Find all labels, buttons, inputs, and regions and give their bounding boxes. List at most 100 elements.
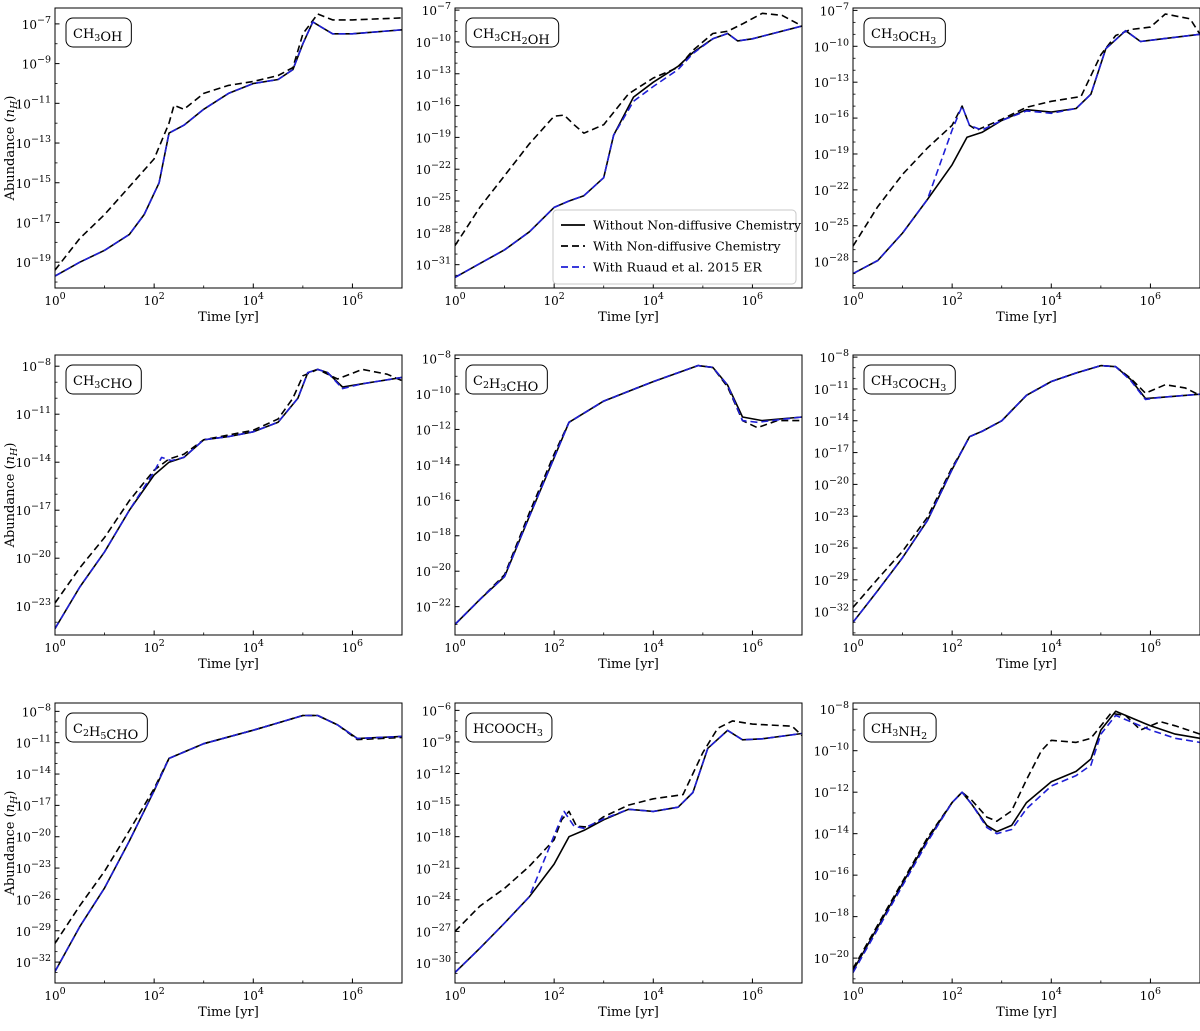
y-tick-label: 10−11: [16, 405, 51, 422]
legend-entry: With Ruaud et al. 2015 ER: [593, 260, 762, 275]
plot-frame: [54, 702, 403, 984]
molecule-label: CH3COCH3: [871, 374, 946, 394]
y-tick-label: 10−7: [22, 15, 51, 32]
y-tick-label: 10−17: [16, 796, 51, 813]
x-tick-label: 102: [143, 638, 164, 655]
y-tick-label: 10−12: [814, 783, 849, 800]
x-axis-label: Time [yr]: [996, 310, 1057, 325]
y-tick-label: 10−14: [814, 825, 849, 842]
molecule-label: HCOOCH3: [473, 722, 543, 739]
molecule-label: CH3OH: [73, 27, 122, 45]
series-line-1: [55, 21, 402, 277]
legend-frame: [552, 209, 797, 285]
series-line-1: [853, 364, 1200, 623]
y-tick-label: 10−17: [16, 213, 51, 230]
x-axis-label: Time [yr]: [598, 1005, 659, 1020]
y-tick-label: 10−20: [814, 949, 849, 966]
x-tick-label: 104: [1041, 638, 1062, 655]
y-axis-label: Abundance (nH): [3, 96, 20, 202]
panel-8: 100 102 104 106 10−30 10−27 10−24 10−21 10−18 10−…: [416, 701, 803, 1020]
molecule-label-box: [65, 17, 132, 48]
plot-frame: [852, 354, 1200, 636]
series-line-1: [55, 368, 402, 630]
molecule-label: CH3NH2: [871, 722, 927, 742]
x-tick-label: 100: [842, 638, 863, 655]
x-tick-label: 100: [44, 291, 65, 308]
y-tick-label: 10−17: [814, 444, 849, 461]
series-line-2: [455, 720, 802, 932]
series-group: [853, 364, 1200, 623]
legend-entry: With Non-diffusive Chemistry: [593, 239, 781, 254]
series-line-2: [55, 13, 402, 271]
y-tick-label: 10−23: [16, 859, 51, 876]
molecule-label-box: [863, 712, 937, 743]
x-axis-label: Time [yr]: [598, 310, 659, 325]
y-tick-label: 10−22: [416, 598, 451, 615]
y-tick-label: 10−20: [16, 549, 51, 566]
plot-frame: [852, 7, 1200, 289]
x-tick-label: 106: [342, 986, 363, 1003]
y-tick-label: 10−7: [820, 1, 849, 18]
y-axis-label: Abundance (nH): [3, 791, 20, 897]
series-group: [853, 13, 1200, 275]
y-tick-label: 10−14: [16, 453, 51, 470]
y-tick-label: 10−27: [416, 922, 451, 939]
y-tick-label: 10−22: [814, 181, 849, 198]
x-tick-label: 106: [1140, 638, 1161, 655]
molecule-label-box: [465, 17, 560, 48]
molecule-label-box: [863, 364, 956, 395]
series-line-1: [853, 710, 1200, 971]
y-tick-label: 10−28: [416, 224, 451, 241]
panel-3: 100 102 104 106 10−28 10−25 10−22 10−19 10−16 10−…: [814, 1, 1200, 325]
x-tick-label: 104: [1041, 986, 1062, 1003]
y-tick-label: 10−26: [814, 539, 849, 556]
x-tick-label: 100: [44, 986, 65, 1003]
series-group: [55, 13, 402, 277]
x-tick-label: 102: [143, 986, 164, 1003]
panel-7: 100 102 104 106 10−32 10−29 10−26 10−23 10−20 10−…: [3, 702, 403, 1020]
x-axis-label: Time [yr]: [996, 657, 1057, 672]
x-tick-label: 106: [1140, 986, 1161, 1003]
y-tick-label: 10−14: [814, 412, 849, 429]
legend: Without Non-diffusive Chemistry With Non-…: [552, 209, 802, 285]
y-tick-label: 10−18: [416, 527, 451, 544]
y-tick-label: 10−14: [416, 456, 451, 473]
y-tick-label: 10−9: [22, 55, 51, 72]
x-tick-label: 106: [742, 638, 763, 655]
y-tick-label: 10−19: [416, 128, 451, 145]
panel-6: 100 102 104 106 10−32 10−29 10−26 10−23 10−20 10−…: [814, 348, 1200, 672]
y-tick-label: 10−8: [820, 700, 849, 717]
molecule-label: CH3CHO: [73, 374, 132, 392]
y-tick-label: 10−29: [16, 922, 51, 939]
x-tick-label: 106: [342, 638, 363, 655]
y-tick-label: 10−20: [814, 475, 849, 492]
x-axis-label: Time [yr]: [198, 657, 259, 672]
y-tick-label: 10−15: [16, 174, 51, 191]
x-tick-label: 104: [243, 638, 264, 655]
y-tick-label: 10−10: [416, 385, 451, 402]
x-tick-label: 106: [742, 291, 763, 308]
molecule-label-box: [465, 364, 548, 395]
plot-frame: [54, 7, 403, 289]
y-tick-label: 10−21: [416, 859, 451, 876]
series-line-2: [55, 714, 402, 944]
x-tick-label: 102: [941, 638, 962, 655]
series-group: [853, 710, 1200, 973]
x-tick-label: 106: [742, 986, 763, 1003]
x-tick-label: 100: [444, 986, 465, 1003]
molecule-label-box: [65, 712, 148, 743]
y-tick-label: 10−32: [16, 953, 51, 970]
x-tick-label: 102: [543, 291, 564, 308]
series-line-1: [55, 714, 402, 972]
molecule-label: C2H3CHO: [473, 374, 538, 395]
series-line-3: [55, 21, 402, 277]
series-group: [455, 364, 802, 625]
y-tick-label: 10−8: [22, 702, 51, 719]
y-tick-label: 10−8: [820, 348, 849, 365]
series-line-3: [55, 368, 402, 630]
panel-9: 100 102 104 106 10−20 10−18 10−16 10−14 10−12 10−…: [814, 700, 1200, 1020]
x-tick-label: 104: [1041, 291, 1062, 308]
y-tick-label: 10−11: [814, 380, 849, 397]
series-group: [55, 368, 402, 630]
y-tick-label: 10−32: [814, 603, 849, 620]
